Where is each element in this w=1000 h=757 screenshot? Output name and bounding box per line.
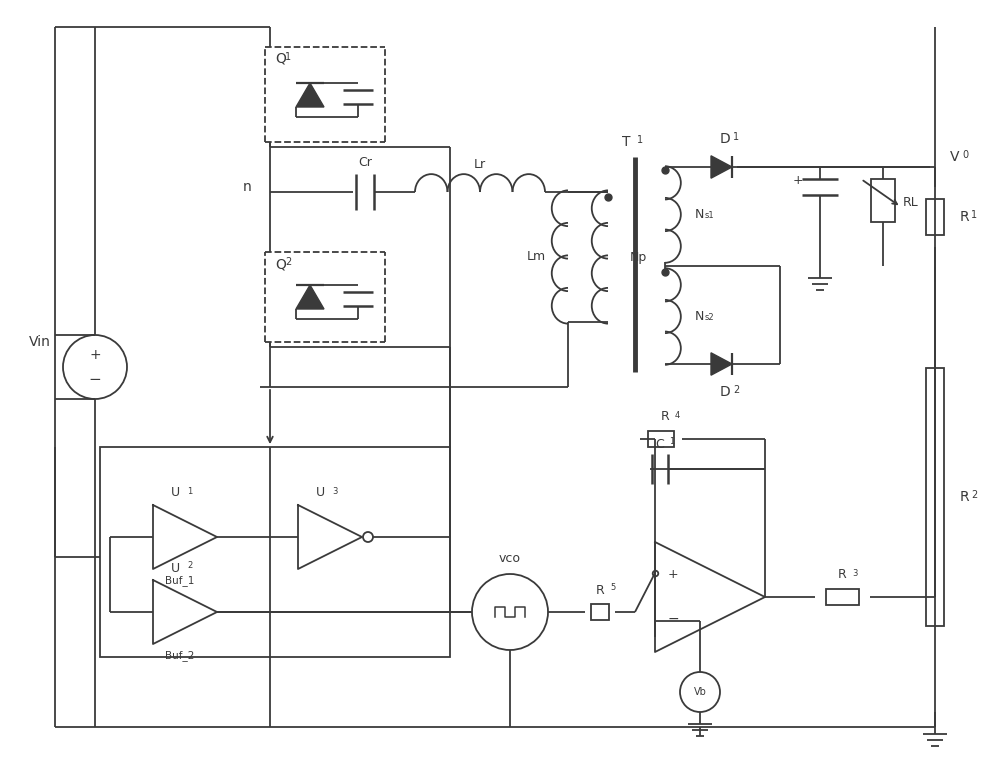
Text: U: U [170, 487, 180, 500]
Text: Cr: Cr [358, 155, 372, 169]
Text: 1: 1 [971, 210, 977, 220]
Text: R: R [960, 210, 970, 224]
Text: Vin: Vin [29, 335, 51, 349]
Text: Buf_1: Buf_1 [165, 575, 195, 587]
Bar [100, 447, 450, 657]
Text: 5: 5 [610, 584, 615, 593]
Text: N: N [695, 310, 704, 323]
Text: D: D [720, 132, 730, 146]
Bar [926, 199, 944, 235]
Text: 1: 1 [187, 487, 192, 496]
Bar [871, 179, 895, 222]
Text: D: D [720, 385, 730, 399]
Text: vco: vco [499, 553, 521, 565]
Text: 1: 1 [637, 135, 643, 145]
Bar [926, 368, 944, 626]
Text: 0: 0 [962, 150, 968, 160]
Text: 1: 1 [733, 132, 739, 142]
Text: V: V [950, 150, 960, 164]
Text: RL: RL [903, 195, 919, 208]
Polygon shape [296, 285, 324, 309]
Text: Lr: Lr [474, 157, 486, 170]
Text: s1: s1 [705, 210, 715, 220]
Text: 3: 3 [332, 487, 337, 496]
Text: −: − [89, 372, 101, 387]
Text: 2: 2 [285, 257, 291, 267]
Polygon shape [711, 156, 732, 178]
Bar [591, 604, 609, 620]
Text: Vb: Vb [694, 687, 706, 697]
Bar [826, 589, 859, 605]
Bar [648, 431, 674, 447]
Text: 1: 1 [285, 52, 291, 62]
Text: Buf_2: Buf_2 [165, 650, 195, 662]
Text: 2: 2 [971, 490, 977, 500]
Text: 1: 1 [669, 438, 674, 447]
Text: +: + [793, 175, 803, 188]
Text: 3: 3 [852, 569, 857, 578]
Text: Np: Np [630, 251, 647, 263]
Text: U: U [170, 562, 180, 575]
Text: 2: 2 [187, 562, 192, 571]
Text: n: n [243, 180, 252, 194]
Text: N: N [695, 208, 704, 222]
Text: Q: Q [275, 257, 286, 271]
Text: R: R [596, 584, 604, 597]
Text: R: R [960, 490, 970, 504]
Text: T: T [622, 135, 630, 149]
Text: s2: s2 [705, 313, 715, 322]
Text: −: − [667, 612, 679, 626]
Text: C: C [656, 438, 664, 450]
Text: R: R [838, 569, 846, 581]
Text: 2: 2 [733, 385, 739, 395]
Text: U: U [315, 487, 325, 500]
Text: Q: Q [275, 52, 286, 66]
Text: +: + [668, 569, 678, 581]
Text: R: R [661, 410, 669, 423]
Text: Lm: Lm [527, 251, 546, 263]
Polygon shape [296, 83, 324, 107]
Polygon shape [711, 353, 732, 375]
Text: 4: 4 [675, 410, 680, 419]
Text: +: + [89, 348, 101, 362]
